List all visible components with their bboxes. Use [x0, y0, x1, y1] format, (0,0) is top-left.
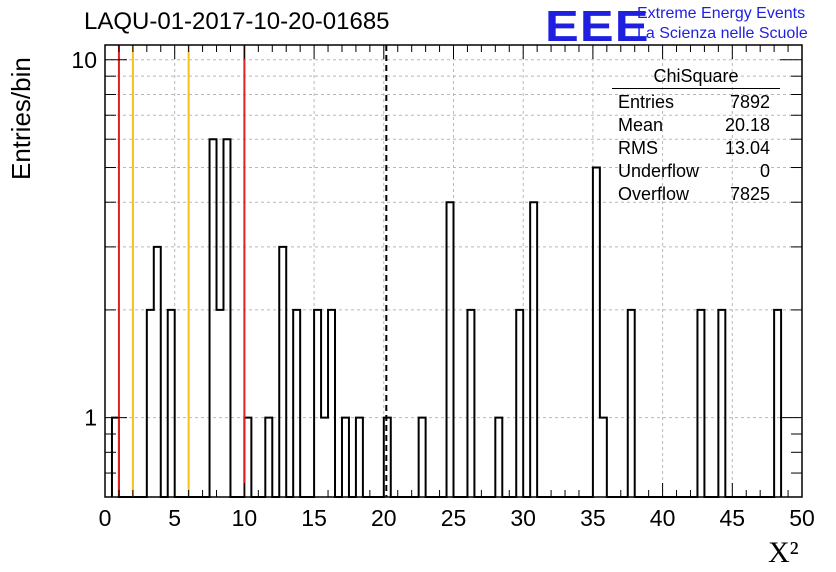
- stats-label: Overflow: [618, 184, 690, 204]
- logo-line-1: Extreme Energy Events: [637, 5, 806, 22]
- y-tick-label: 1: [84, 405, 97, 431]
- stats-row-rms: RMS 13.04: [612, 137, 780, 160]
- x-tick-label: 50: [789, 505, 815, 531]
- stats-value: 7825: [729, 184, 770, 204]
- x-tick-label: 25: [441, 505, 467, 531]
- x-tick-label: 0: [99, 505, 112, 531]
- histogram-series: [110, 138, 783, 498]
- y-axis-label: Entries/bin: [6, 57, 36, 180]
- stats-label: Mean: [618, 115, 664, 135]
- x-tick-label: 15: [301, 505, 327, 531]
- x-tick-label: 35: [580, 505, 606, 531]
- x-axis-label: X²: [768, 536, 799, 569]
- stats-title: ChiSquare: [612, 66, 780, 89]
- stats-label: RMS: [618, 138, 658, 158]
- chart-title: LAQU-01-2017-10-20-01685: [84, 8, 390, 35]
- x-tick-label: 20: [371, 505, 397, 531]
- x-tick-label: 40: [650, 505, 676, 531]
- eee-logo-text: Extreme Energy Events La Scienza nelle S…: [637, 4, 808, 44]
- stats-box: ChiSquare Entries 7892 Mean 20.18 RMS 13.04…: [612, 66, 780, 206]
- stats-value: 0: [759, 161, 770, 181]
- logo-line-2: La Scienza nelle Scuole: [637, 25, 808, 42]
- stats-label: Entries: [618, 92, 675, 112]
- stats-value: 20.18: [724, 115, 770, 135]
- x-tick-label: 5: [168, 505, 181, 531]
- x-tick-label: 30: [510, 505, 536, 531]
- x-tick-label: 10: [232, 505, 258, 531]
- stats-row-entries: Entries 7892: [612, 91, 780, 114]
- stats-row-underflow: Underflow 0: [612, 160, 780, 183]
- stats-value: 13.04: [724, 138, 770, 158]
- stats-value: 7892: [729, 92, 770, 112]
- eee-logo: EEE: [545, 2, 650, 51]
- x-tick-label: 45: [720, 505, 746, 531]
- stats-label: Underflow: [618, 161, 700, 181]
- stats-row-overflow: Overflow 7825: [612, 183, 780, 206]
- stats-row-mean: Mean 20.18: [612, 114, 780, 137]
- y-tick-label: 10: [71, 47, 97, 73]
